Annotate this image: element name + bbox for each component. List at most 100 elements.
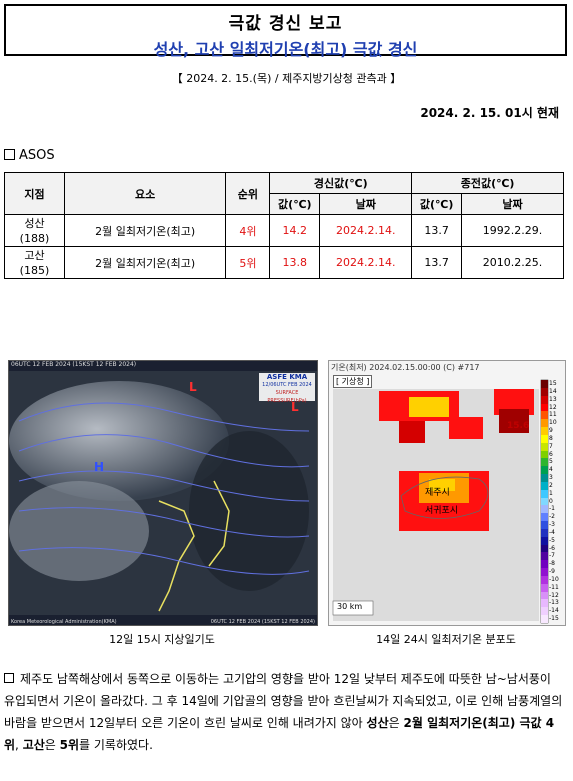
map-badge: ASFE KMA 12/06UTC FEB 2024 SURFACE PRESS… — [262, 373, 312, 404]
legend-entry: -12 — [541, 591, 565, 600]
legend-label: -3 — [549, 521, 555, 529]
legend-swatch — [541, 489, 548, 498]
legend-swatch — [541, 411, 548, 420]
agency-label: [ 기상청 ] — [333, 375, 373, 388]
legend-label: -8 — [549, 560, 555, 568]
header-old-date: 날짜 — [461, 193, 564, 215]
legend-swatch — [541, 568, 548, 576]
legend-entry: -2 — [541, 513, 565, 522]
legend-entry: 5 — [541, 458, 565, 467]
legend-entry: -3 — [541, 521, 565, 529]
legend-label: 1 — [549, 489, 553, 497]
legend-swatch — [541, 474, 548, 482]
legend-label: 0 — [549, 497, 553, 505]
legend-swatch — [541, 403, 548, 412]
legend-label: 13 — [549, 395, 557, 403]
legend-swatch — [541, 575, 548, 584]
new-value-cell: 13.8 — [269, 246, 321, 279]
header-old-value: 값(℃) — [411, 193, 463, 215]
legend-label: -9 — [549, 568, 555, 576]
legend-label: -2 — [549, 513, 555, 521]
summary-paragraph: 제주도 남쪽해상에서 동쪽으로 이동하는 고기압의 영향을 받아 12일 낮부터… — [4, 672, 563, 752]
legend-entry: -14 — [541, 607, 565, 616]
legend-label: 11 — [549, 411, 557, 419]
legend-swatch — [541, 419, 548, 428]
legend-label: 9 — [549, 427, 553, 435]
weather-map-graphic: H L L — [9, 361, 317, 625]
legend-entry: 0 — [541, 497, 565, 506]
old-value-cell: 13.7 — [411, 214, 463, 247]
header-new-value: 값(℃) — [269, 193, 321, 215]
section-label: ASOS — [19, 148, 55, 163]
legend-label: -13 — [549, 599, 559, 607]
legend-entry: 11 — [541, 411, 565, 420]
legend-entry: 13 — [541, 395, 565, 404]
table-row: 성산 (188) 2월 일최저기온(최고) 4위 14.2 2024.2.14. … — [4, 214, 564, 247]
header-new-date: 날짜 — [319, 193, 413, 215]
label-seogwipo: 서귀포시 — [425, 506, 459, 516]
timestamp: 2024. 2. 15. 01시 현재 — [420, 106, 559, 120]
legend-entry: -10 — [541, 575, 565, 584]
checkbox-square-icon — [4, 149, 15, 160]
legend-label: -11 — [549, 583, 559, 591]
report-subtitle: 성산, 고산 일최저기온(최고) 극값 경신 — [153, 40, 418, 59]
legend-swatch — [541, 481, 548, 490]
legend-swatch — [541, 513, 548, 522]
legend-entry: -1 — [541, 505, 565, 514]
legend-swatch — [541, 395, 548, 404]
scale-bar: 30 km — [337, 602, 363, 611]
legend-swatch — [541, 442, 548, 451]
rank-cell: 4위 — [225, 214, 271, 247]
legend-label: 14 — [549, 387, 557, 395]
legend-label: 12 — [549, 403, 557, 411]
legend-swatch — [541, 552, 548, 561]
legend-entry: -9 — [541, 568, 565, 576]
asos-table: 지점 요소 순위 경신값(℃) 종전값(℃) 값(℃) 날짜 값(℃) 날짜 성… — [4, 172, 564, 279]
legend-label: 6 — [549, 450, 553, 458]
old-date-cell: 2010.2.25. — [461, 246, 564, 279]
legend-swatch — [541, 536, 548, 545]
legend-swatch — [541, 427, 548, 435]
legend-entry: 15 — [541, 380, 565, 388]
legend-entry: -8 — [541, 560, 565, 569]
map-bottom-left: Korea Meteorological Administration(KMA) — [11, 619, 117, 625]
header-previous: 종전값(℃) — [411, 172, 564, 194]
station-cell: 고산 (185) — [4, 246, 65, 279]
report-title: 극값 경신 보고 — [228, 14, 343, 34]
legend-entry: 7 — [541, 442, 565, 451]
legend-entry: 1 — [541, 489, 565, 498]
legend-label: -1 — [549, 505, 555, 513]
legend-label: 3 — [549, 474, 553, 482]
old-date-cell: 1992.2.29. — [461, 214, 564, 247]
header-renewed: 경신값(℃) — [269, 172, 413, 194]
legend-label: 2 — [549, 481, 553, 489]
new-date-cell: 2024.2.14. — [319, 214, 413, 247]
legend-entry: -7 — [541, 552, 565, 561]
element-cell: 2월 일최저기온(최고) — [63, 214, 227, 247]
station-cell: 성산 (188) — [4, 214, 65, 247]
legend-swatch — [541, 450, 548, 459]
legend-label: 15 — [549, 380, 557, 387]
new-date-cell: 2024.2.14. — [319, 246, 413, 279]
legend-label: 4 — [549, 466, 553, 474]
legend-entry: 6 — [541, 450, 565, 459]
legend-label: 7 — [549, 442, 553, 450]
legend-label: 5 — [549, 458, 553, 466]
title-box: 극값 경신 보고 성산, 고산 일최저기온(최고) 극값 경신 — [4, 4, 567, 59]
legend-entry: 3 — [541, 474, 565, 482]
legend-swatch — [541, 458, 548, 467]
legend-swatch — [541, 387, 548, 396]
header-element: 요소 — [63, 172, 227, 215]
legend-swatch — [541, 521, 548, 529]
legend-swatch — [541, 380, 548, 388]
surface-weather-map: H L L 06UTC 12 FEB 2024 (15KST 12 FEB 20… — [8, 360, 318, 626]
legend-entry: 14 — [541, 387, 565, 396]
legend-label: 10 — [549, 419, 557, 427]
legend-swatch — [541, 505, 548, 514]
svg-text:H: H — [94, 460, 104, 474]
element-cell: 2월 일최저기온(최고) — [63, 246, 227, 279]
temp-map-graphic — [332, 379, 549, 624]
legend-entry: 8 — [541, 434, 565, 443]
legend-label: -15 — [549, 615, 559, 623]
legend-label: -5 — [549, 536, 555, 544]
